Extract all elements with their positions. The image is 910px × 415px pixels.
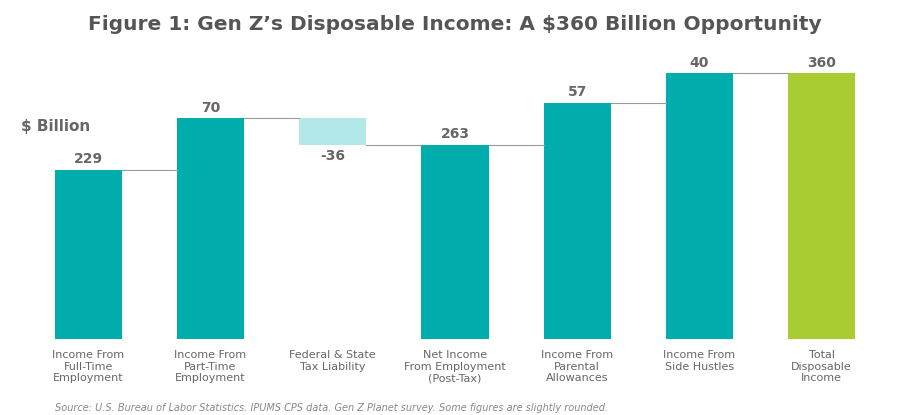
- Bar: [421, 145, 489, 339]
- Bar: [299, 118, 367, 145]
- Bar: [177, 118, 244, 339]
- Text: 229: 229: [74, 152, 103, 166]
- Bar: [666, 73, 733, 339]
- Text: Source: U.S. Bureau of Labor Statistics. IPUMS CPS data. Gen Z Planet survey. So: Source: U.S. Bureau of Labor Statistics.…: [55, 403, 608, 413]
- Bar: [55, 170, 122, 339]
- Text: 360: 360: [807, 56, 836, 70]
- Text: 263: 263: [440, 127, 470, 141]
- Bar: [788, 73, 855, 339]
- Text: 57: 57: [568, 85, 587, 99]
- Title: Figure 1: Gen Z’s Disposable Income: A $360 Billion Opportunity: Figure 1: Gen Z’s Disposable Income: A $…: [88, 15, 822, 34]
- Text: $ Billion: $ Billion: [21, 119, 90, 134]
- Bar: [543, 103, 611, 339]
- Text: 40: 40: [690, 56, 709, 70]
- Text: -36: -36: [320, 149, 345, 163]
- Text: 70: 70: [201, 101, 220, 115]
